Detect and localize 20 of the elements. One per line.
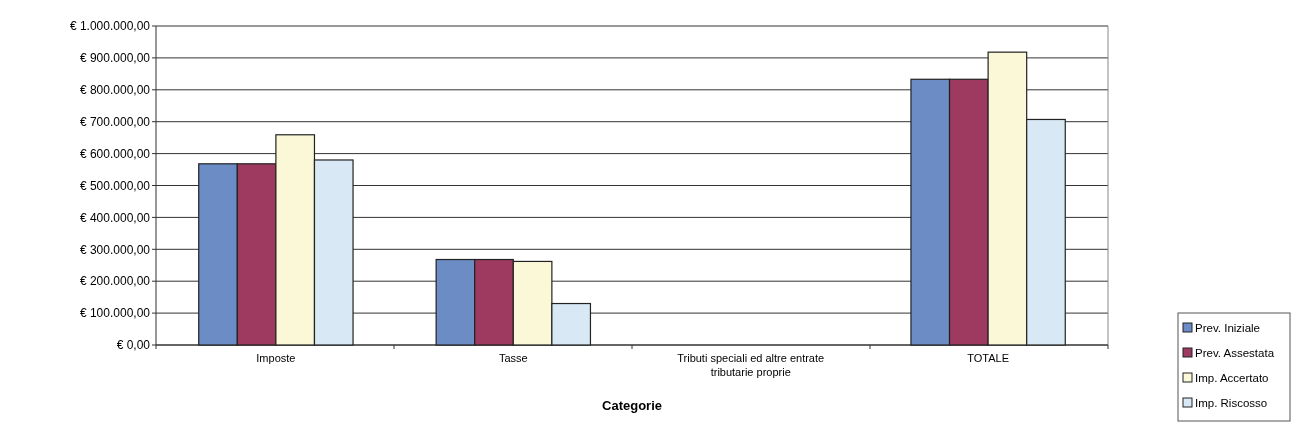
x-tick-label: TOTALE — [967, 352, 1009, 364]
y-tick-label: € 1.000.000,00 — [69, 19, 151, 34]
x-tick-label: Tributi speciali ed altre entrate tributarie proprie — [677, 352, 825, 378]
y-tick-label: € 600.000,00 — [79, 146, 151, 161]
y-tick-label: € 400.000,00 — [79, 210, 151, 225]
y-tick-label: € 800.000,00 — [79, 83, 151, 97]
x-axis-title: Categorie — [602, 398, 662, 413]
y-tick-label: € 0,00 — [116, 338, 151, 353]
legend-label: Imp. Accertato — [1195, 372, 1269, 385]
y-tick-label: € 700.000,00 — [79, 114, 151, 129]
x-tick-label: Imposte — [256, 352, 296, 364]
y-tick-label: € 300.000,00 — [79, 242, 151, 257]
x-tick-label: Tasse — [498, 352, 528, 364]
y-tick-label: € 500.000,00 — [79, 178, 151, 193]
y-tick-label: € 200.000,00 — [79, 274, 151, 289]
legend-label: Imp. Riscosso — [1195, 397, 1268, 410]
legend-label: Prev. Assestata — [1195, 347, 1275, 360]
legend-label: Prev. Iniziale — [1195, 322, 1260, 335]
y-tick-label: € 900.000,00 — [79, 51, 151, 66]
y-tick-label: € 100.000,00 — [79, 306, 151, 321]
